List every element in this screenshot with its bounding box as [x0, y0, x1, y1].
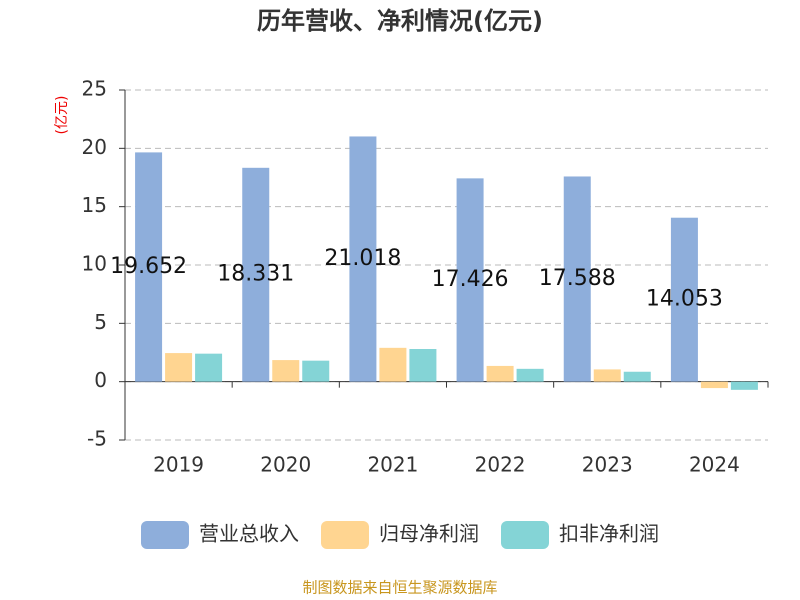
- legend-label: 归母净利润: [379, 522, 479, 546]
- bar: [302, 360, 330, 382]
- legend-label: 扣非净利润: [559, 522, 659, 546]
- data-label: 17.426: [432, 267, 509, 292]
- bar: [456, 178, 484, 382]
- bar: [379, 347, 407, 382]
- legend-swatch: [321, 521, 369, 549]
- x-tick-label: 2022: [475, 453, 526, 477]
- bar: [700, 381, 728, 389]
- bar: [242, 167, 270, 382]
- y-tick-label: 0: [94, 368, 107, 392]
- x-tick-label: 2023: [582, 453, 633, 477]
- source-note: 制图数据来自恒生聚源数据库: [302, 579, 497, 597]
- y-tick-label: 25: [82, 77, 107, 101]
- legend-swatch: [501, 521, 549, 549]
- y-tick-label: 5: [94, 310, 107, 334]
- bar: [516, 368, 544, 382]
- bar: [670, 217, 698, 382]
- bar: [563, 176, 591, 382]
- bar: [195, 353, 223, 382]
- x-tick-label: 2021: [367, 453, 418, 477]
- y-tick-label: 10: [82, 252, 107, 276]
- legend-swatch: [141, 521, 189, 549]
- bar: [135, 152, 163, 382]
- bar: [730, 381, 758, 390]
- bar: [165, 353, 193, 382]
- x-tick-label: 2019: [153, 453, 204, 477]
- bar: [623, 371, 651, 382]
- bar: [486, 365, 514, 382]
- bar: [409, 349, 437, 382]
- data-label: 19.652: [110, 254, 187, 279]
- y-tick-label: 20: [82, 135, 107, 159]
- y-tick-label: -5: [87, 427, 107, 451]
- x-tick-label: 2024: [689, 453, 740, 477]
- y-axis-label: (亿元): [54, 96, 70, 135]
- data-label: 18.331: [217, 262, 294, 287]
- x-tick-label: 2020: [260, 453, 311, 477]
- bar: [272, 360, 300, 382]
- data-label: 14.053: [646, 287, 723, 312]
- data-label: 21.018: [324, 246, 401, 271]
- chart-title: 历年营收、净利情况(亿元): [257, 7, 543, 35]
- y-tick-label: 15: [82, 193, 107, 217]
- bar: [349, 136, 377, 382]
- bar: [593, 369, 621, 382]
- data-label: 17.588: [539, 266, 616, 291]
- legend-label: 营业总收入: [199, 522, 299, 546]
